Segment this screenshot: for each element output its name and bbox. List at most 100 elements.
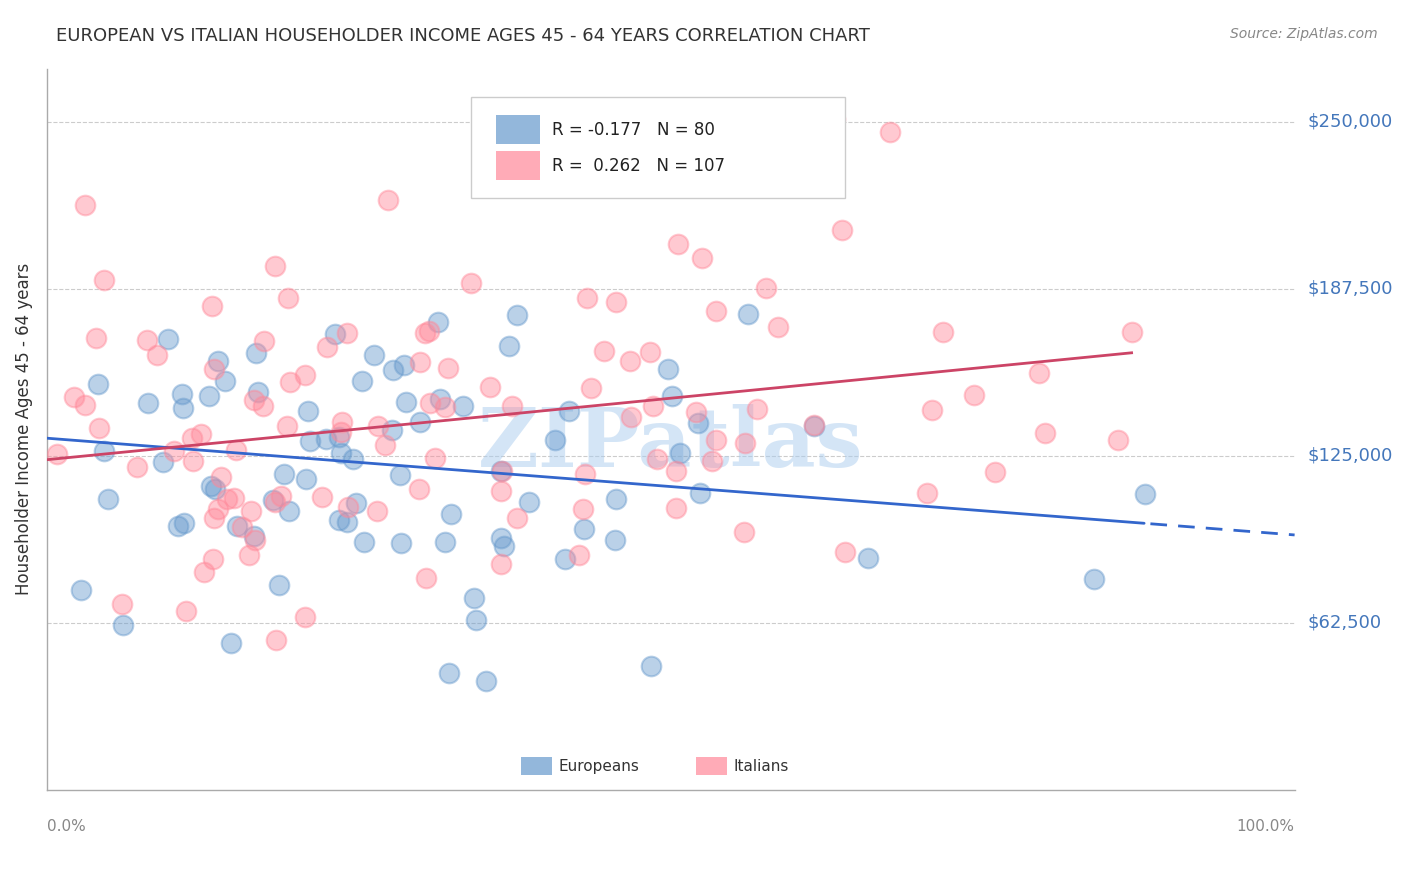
Point <box>381 363 404 377</box>
Point <box>494 540 516 554</box>
Point <box>619 354 641 368</box>
Point <box>204 483 226 497</box>
Point <box>46 447 69 461</box>
Point <box>1121 325 1143 339</box>
Point <box>1083 573 1105 587</box>
Point <box>325 326 347 341</box>
Point <box>136 333 159 347</box>
Point <box>167 518 190 533</box>
Point <box>173 516 195 530</box>
Point <box>915 485 938 500</box>
Point <box>392 358 415 372</box>
Point <box>491 464 513 478</box>
Point <box>640 658 662 673</box>
Point <box>592 343 614 358</box>
Point <box>413 326 436 340</box>
Point <box>690 251 713 265</box>
Point <box>505 511 527 525</box>
Point <box>557 404 579 418</box>
Point <box>1133 487 1156 501</box>
Point <box>207 354 229 368</box>
Point <box>419 396 441 410</box>
Point <box>201 299 224 313</box>
Point <box>665 464 688 478</box>
Point <box>243 393 266 408</box>
Point <box>377 193 399 207</box>
Point <box>246 385 269 400</box>
Point <box>172 387 194 401</box>
Point <box>418 324 440 338</box>
Point <box>426 315 449 329</box>
Point <box>84 331 107 345</box>
Point <box>125 460 148 475</box>
Point <box>330 446 353 460</box>
Point <box>278 504 301 518</box>
Point <box>803 419 825 434</box>
Point <box>381 423 404 437</box>
Point <box>294 610 316 624</box>
Point <box>641 400 664 414</box>
Point <box>704 434 727 448</box>
Point <box>429 392 451 406</box>
Text: Europeans: Europeans <box>558 759 640 774</box>
Point <box>475 673 498 688</box>
Point <box>389 468 412 483</box>
Point <box>330 415 353 429</box>
Point <box>294 472 316 486</box>
Point <box>146 348 169 362</box>
Text: ZIPatlas: ZIPatlas <box>478 404 863 483</box>
Point <box>363 348 385 362</box>
Point <box>328 513 350 527</box>
Point <box>193 565 215 579</box>
Point <box>506 308 529 322</box>
Point <box>157 332 180 346</box>
Point <box>294 368 316 383</box>
Point <box>111 597 134 611</box>
Point <box>183 454 205 468</box>
Point <box>366 504 388 518</box>
Text: R =  0.262   N = 107: R = 0.262 N = 107 <box>553 157 725 175</box>
Point <box>748 169 770 183</box>
Point <box>921 402 943 417</box>
Point <box>704 304 727 318</box>
Point <box>87 377 110 392</box>
Point <box>336 326 359 340</box>
Text: $62,500: $62,500 <box>1308 614 1381 632</box>
Point <box>685 405 707 419</box>
Point <box>984 465 1007 479</box>
Point <box>501 399 523 413</box>
Point <box>498 339 520 353</box>
Point <box>111 618 134 632</box>
Point <box>554 552 576 566</box>
Point <box>766 320 789 334</box>
Point <box>367 418 389 433</box>
Point <box>238 548 260 562</box>
Point <box>571 502 593 516</box>
Point <box>264 259 287 273</box>
Point <box>201 552 224 566</box>
Point <box>572 522 595 536</box>
Point <box>737 308 759 322</box>
Point <box>576 291 599 305</box>
Point <box>415 571 437 585</box>
Point <box>460 276 482 290</box>
Text: EUROPEAN VS ITALIAN HOUSEHOLDER INCOME AGES 45 - 64 YEARS CORRELATION CHART: EUROPEAN VS ITALIAN HOUSEHOLDER INCOME A… <box>56 27 870 45</box>
Point <box>755 281 778 295</box>
Point <box>489 531 512 545</box>
Point <box>620 409 643 424</box>
Point <box>745 401 768 416</box>
Point <box>252 399 274 413</box>
Point <box>479 380 502 394</box>
Point <box>172 401 194 416</box>
Point <box>1033 426 1056 441</box>
Point <box>686 417 709 431</box>
Point <box>174 604 197 618</box>
Point <box>62 390 84 404</box>
Point <box>262 492 284 507</box>
Point <box>198 389 221 403</box>
Point <box>202 511 225 525</box>
Point <box>75 197 97 211</box>
Point <box>517 494 540 508</box>
Point <box>353 534 375 549</box>
Point <box>225 443 247 458</box>
